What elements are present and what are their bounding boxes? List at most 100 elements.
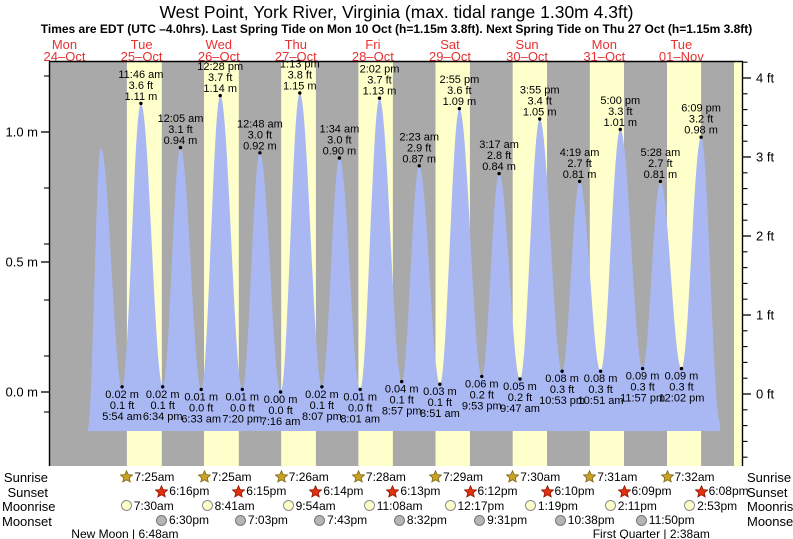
high-tide-time: 4:19 am (560, 147, 600, 159)
moonset-icon (474, 514, 486, 526)
sunset-icon (694, 484, 708, 498)
day-name: Mon (591, 37, 617, 52)
low-tide-m: 0.01 m (184, 391, 218, 403)
left-axis-tick-label: 0.0 m (5, 385, 38, 400)
moonrise-time: 9:54am (295, 498, 336, 513)
low-tide-time: 8:01 am (340, 413, 380, 425)
high-tide-time: 3:55 pm (520, 85, 560, 97)
moonrise-entry: 1:19pm (524, 498, 578, 513)
moonset-time: 8:32pm (406, 513, 447, 527)
sunset-time: 6:10pm (554, 484, 595, 498)
tide-extreme-dot (598, 369, 603, 373)
low-tide-ft: 0.1 ft (110, 400, 134, 412)
sunset-entry: 6:08pm (694, 484, 749, 498)
high-tide-time: 2:23 am (399, 131, 439, 143)
sunrise-icon (197, 470, 211, 483)
sunrise-time: 7:25am (211, 469, 252, 484)
moonrise-entry: 7:30am (120, 499, 174, 513)
moonrise-icon (201, 500, 213, 511)
day-name: Thu (284, 37, 307, 52)
sunset-time: 6:09pm (631, 484, 672, 498)
tide-extreme-dot (480, 374, 484, 379)
day-name: Tue (130, 37, 153, 52)
sunset-icon (386, 484, 400, 498)
low-tide-m: 0.04 m (385, 384, 419, 396)
low-tide-m: 0.03 m (423, 386, 457, 398)
low-tide-time: 5:54 am (102, 411, 142, 423)
sunset-icon (540, 484, 554, 498)
day-name: Tue (670, 37, 693, 52)
moonset-entry: 9:31pm (474, 513, 527, 527)
high-tide-ft: 3.6 ft (129, 80, 153, 92)
high-tide-time: 12:05 am (158, 113, 204, 125)
high-tide-ft: 3.1 ft (168, 124, 192, 136)
day-name: Fri (365, 37, 381, 52)
sunset-time: 6:13pm (400, 484, 441, 498)
sunrise-time: 7:29am (443, 469, 484, 484)
sunset-entry: 6:09pm (617, 484, 672, 498)
high-tide-m: 1.01 m (603, 117, 637, 129)
moon-phase-note: New Moon | 6:48am (71, 527, 179, 539)
low-tide-m: 0.01 m (225, 391, 259, 403)
sunrise-entry: 7:25am (120, 469, 175, 484)
sunset-entry: 6:12pm (463, 484, 518, 498)
tide-extreme-dot (518, 377, 522, 381)
sunrise-icon (274, 470, 288, 483)
day-name: Sat (440, 37, 460, 52)
page-subtitle: Times are EDT (UTC –4.0hrs). Last Spring… (40, 22, 753, 36)
high-tide-ft: 2.8 ft (487, 150, 511, 162)
moonrise-icon (363, 500, 375, 511)
tide-extreme-dot (640, 366, 645, 371)
sunset-entry: 6:15pm (232, 484, 286, 498)
moonset-entry: 7:03pm (234, 513, 288, 527)
low-tide-ft: 0.0 ft (189, 402, 213, 414)
tide-extreme-dot (199, 387, 203, 392)
high-tide-m: 0.87 m (402, 153, 436, 165)
tide-extreme-dot (457, 106, 462, 111)
row-label-sunset-left: Sunset (7, 484, 48, 500)
sunset-icon (463, 484, 477, 498)
tide-extreme-dot (139, 101, 143, 106)
row-label-moonrise-left: Moonrise (2, 499, 56, 514)
high-tide-ft: 3.7 ft (208, 72, 232, 84)
low-tide-m: 0.00 m (264, 394, 298, 406)
high-tide-m: 1.14 m (203, 83, 237, 95)
sunrise-entry: 7:26am (274, 470, 329, 484)
tide-extreme-dot (337, 156, 342, 160)
low-tide-ft: 0.2 ft (470, 389, 494, 401)
moonset-icon (314, 514, 326, 526)
row-label-moonset-right: Moonset (747, 513, 793, 529)
low-tide-ft: 0.0 ft (348, 402, 372, 414)
sunrise-time: 7:28am (365, 469, 406, 484)
tide-extreme-dot (577, 179, 582, 184)
high-tide-time: 1:34 am (320, 124, 360, 136)
moonset-icon (393, 514, 405, 526)
right-axis-tick-label: 1 ft (756, 308, 774, 323)
moonrise-entry: 9:54am (282, 498, 336, 513)
high-tide-m: 1.05 m (523, 107, 557, 119)
moonset-entry: 8:32pm (393, 513, 447, 527)
moonset-icon (156, 514, 167, 526)
high-tide-time: 5:00 pm (600, 95, 640, 107)
tide-extreme-dot (618, 127, 622, 132)
tide-extreme-dot (400, 379, 404, 384)
sunset-entry: 6:14pm (309, 484, 363, 498)
sunrise-entry: 7:28am (351, 469, 406, 484)
left-axis-tick-label: 1.0 m (5, 125, 38, 140)
moonrise-time: 1:19pm (537, 498, 578, 513)
high-tide-time: 6:09 pm (681, 103, 721, 115)
high-tide-ft: 3.4 ft (527, 96, 551, 108)
high-tide-m: 0.92 m (243, 140, 277, 152)
low-tide-m: 0.08 m (584, 373, 618, 385)
sunrise-time: 7:25am (134, 469, 175, 484)
high-tide-ft: 3.0 ft (327, 135, 351, 147)
day-date: 26–Oct (197, 49, 240, 64)
sunrise-icon (120, 470, 134, 483)
high-tide-m: 0.94 m (164, 135, 198, 147)
right-axis-tick-label: 3 ft (756, 150, 774, 165)
sunrise-time: 7:32am (674, 469, 715, 484)
high-tide-m: 1.13 m (363, 86, 397, 98)
moonset-time: 6:30pm (169, 513, 210, 527)
